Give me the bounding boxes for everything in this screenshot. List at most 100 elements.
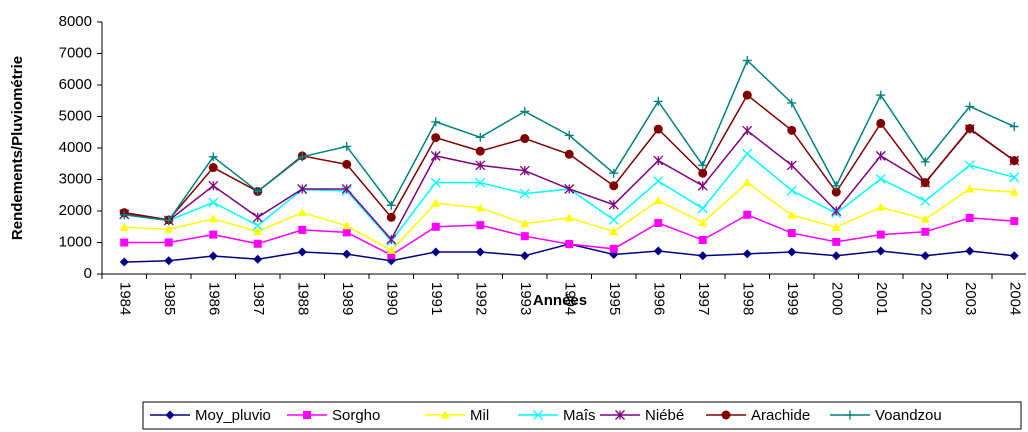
marker — [119, 257, 129, 267]
marker — [475, 203, 485, 212]
marker — [920, 214, 930, 223]
marker — [342, 249, 352, 259]
marker — [430, 150, 441, 161]
marker — [831, 222, 841, 231]
marker — [253, 254, 263, 264]
marker — [120, 238, 129, 247]
marker — [1009, 172, 1020, 183]
marker — [475, 146, 485, 156]
marker — [297, 183, 308, 194]
marker — [119, 210, 129, 220]
legend-label: Mil — [470, 407, 489, 424]
marker — [252, 220, 263, 231]
marker — [386, 245, 396, 254]
marker — [386, 234, 397, 245]
marker — [698, 218, 708, 227]
marker — [653, 155, 664, 166]
marker — [475, 132, 485, 142]
x-tick-label: 1992 — [472, 282, 489, 315]
x-tick-label: 1988 — [294, 282, 311, 315]
marker — [615, 410, 625, 420]
marker — [698, 160, 708, 170]
marker — [831, 187, 841, 197]
marker — [742, 249, 752, 259]
x-tick-label: 1990 — [383, 282, 400, 315]
marker — [342, 228, 351, 237]
y-tick-label: 2000 — [59, 202, 92, 219]
y-tick-label: 6000 — [59, 76, 92, 93]
marker — [1009, 122, 1019, 132]
legend-label: Sorgho — [332, 407, 380, 424]
marker — [920, 195, 931, 206]
marker — [431, 198, 441, 207]
marker — [964, 160, 975, 171]
marker — [386, 212, 396, 222]
x-tick-label: 1984 — [116, 282, 133, 315]
marker — [208, 197, 219, 208]
marker — [164, 256, 174, 266]
marker — [609, 168, 619, 178]
marker — [608, 199, 619, 210]
marker — [430, 177, 441, 188]
marker — [431, 117, 441, 127]
marker — [742, 125, 753, 136]
marker — [653, 196, 663, 205]
marker — [342, 221, 352, 230]
y-tick-label: 5000 — [59, 107, 92, 124]
marker — [564, 130, 574, 140]
x-tick-label: 1989 — [339, 282, 356, 315]
marker — [431, 247, 441, 257]
marker — [253, 226, 263, 235]
marker — [208, 180, 219, 191]
x-tick-label: 1994 — [561, 282, 578, 315]
legend-label: Niébé — [645, 407, 684, 424]
marker — [565, 240, 574, 249]
marker — [965, 184, 975, 193]
marker — [876, 202, 886, 211]
marker — [742, 178, 752, 187]
marker — [876, 118, 886, 128]
marker — [742, 148, 753, 159]
marker — [520, 134, 530, 144]
marker — [920, 178, 930, 188]
y-tick-label: 3000 — [59, 170, 92, 187]
x-tick-label: 1985 — [161, 282, 178, 315]
x-tick-label: 1997 — [695, 282, 712, 315]
legend-label: Moy_pluvio — [195, 407, 271, 424]
marker — [787, 247, 797, 257]
legend-label: Arachide — [751, 407, 810, 424]
marker — [787, 125, 797, 135]
marker — [252, 212, 263, 223]
marker — [920, 157, 930, 167]
marker — [609, 244, 618, 253]
x-tick-label: 1998 — [739, 282, 756, 315]
marker — [519, 188, 530, 199]
y-tick-label: 7000 — [59, 44, 92, 61]
x-tick-label: 2003 — [962, 282, 979, 315]
y-tick-label: 4000 — [59, 139, 92, 156]
marker — [831, 181, 841, 191]
marker — [253, 186, 263, 196]
y-tick-label: 0 — [84, 265, 92, 282]
marker — [697, 203, 708, 214]
legend-box — [142, 401, 1022, 430]
marker — [297, 208, 307, 217]
series-line — [124, 59, 1015, 222]
marker — [921, 227, 930, 236]
marker — [387, 251, 396, 260]
marker — [165, 410, 175, 420]
marker — [876, 230, 885, 239]
marker — [208, 163, 218, 173]
marker — [520, 232, 529, 241]
marker — [298, 225, 307, 234]
marker — [164, 224, 174, 233]
marker — [564, 149, 574, 159]
marker — [431, 133, 441, 143]
marker — [831, 206, 842, 216]
marker — [831, 251, 841, 261]
marker — [164, 238, 173, 247]
marker — [965, 101, 975, 111]
marker — [875, 150, 886, 161]
marker — [208, 152, 218, 162]
marker — [875, 173, 886, 184]
